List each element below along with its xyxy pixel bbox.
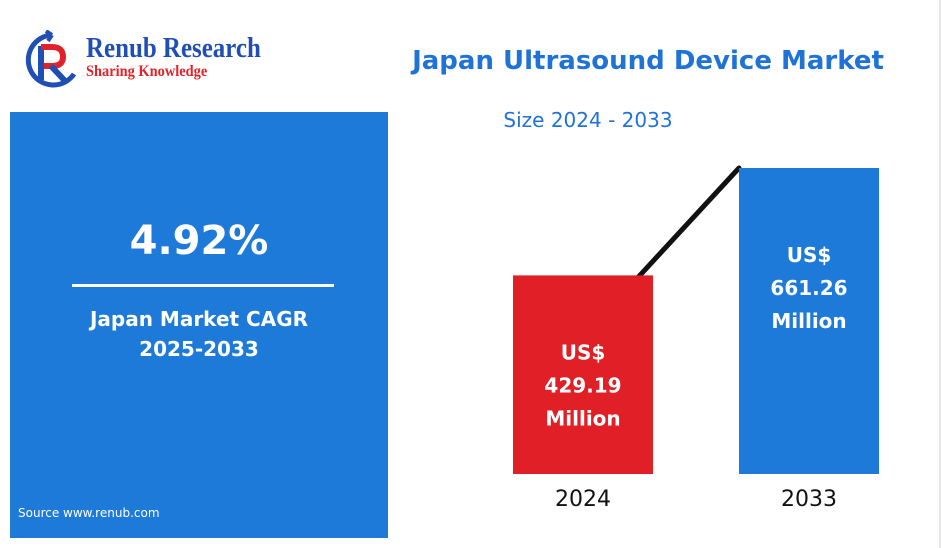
renub-logo-icon xyxy=(25,30,77,88)
chart-title: Japan Ultrasound Device Market xyxy=(412,46,884,76)
source-text: Source www.renub.com xyxy=(18,506,160,520)
cagr-divider xyxy=(72,284,334,287)
x-tick-label-2033: 2033 xyxy=(781,487,837,512)
cagr-panel: 4.92% Japan Market CAGR 2025-2033 Source… xyxy=(10,112,388,538)
brand-tagline: Sharing Knowledge xyxy=(86,63,208,80)
cagr-label: Japan Market CAGR 2025-2033 xyxy=(10,304,388,364)
x-tick-label-2024: 2024 xyxy=(555,487,611,512)
brand-name: Renub Research xyxy=(86,32,261,64)
data-label-2024-line1: US$ xyxy=(561,341,606,365)
cagr-value: 4.92% xyxy=(129,218,269,264)
data-label-2033-line1: US$ xyxy=(787,243,832,267)
data-label-2024-line2: 429.19 xyxy=(544,374,621,398)
cagr-label-line1: Japan Market CAGR xyxy=(89,307,309,331)
chart-subtitle: Size 2024 - 2033 xyxy=(503,108,673,132)
data-label-2033-line2: 661.26 xyxy=(770,276,847,300)
data-label-2024-line3: Million xyxy=(545,407,620,431)
data-label-2033-line3: Million xyxy=(771,309,846,333)
bar-2024 xyxy=(513,275,653,474)
renub-research-logo[interactable]: Renub Research Sharing Knowledge xyxy=(22,30,312,92)
right-edge-border xyxy=(939,0,941,548)
bar-2033 xyxy=(739,168,879,474)
growth-connector-line xyxy=(635,165,742,280)
cagr-label-line2: 2025-2033 xyxy=(139,337,259,361)
